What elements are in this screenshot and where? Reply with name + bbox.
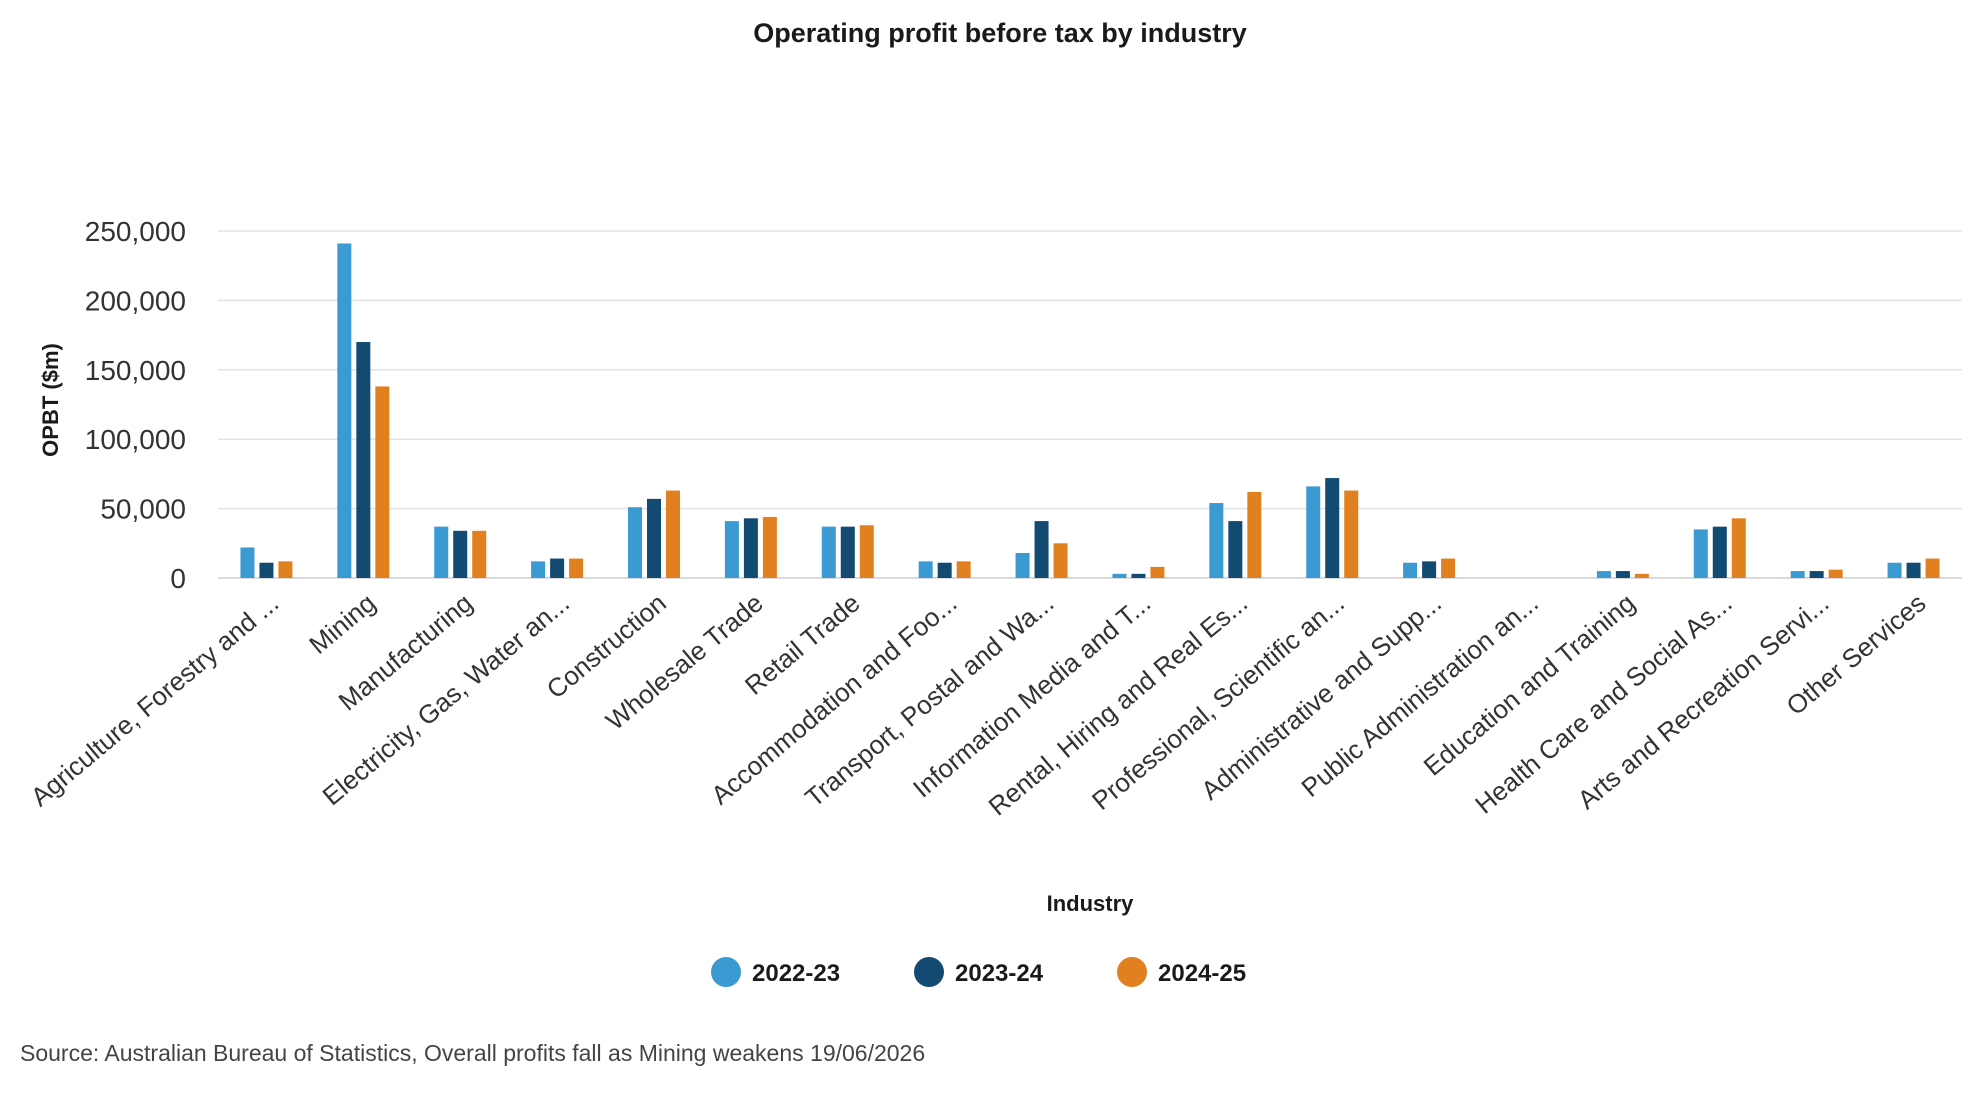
bar-2024-25-2[interactable] <box>472 530 487 578</box>
grid-layer <box>218 230 1962 579</box>
bar-2024-25-1[interactable] <box>375 386 390 578</box>
bar-2023-24-7[interactable] <box>937 562 952 578</box>
bar-2024-25-10[interactable] <box>1247 491 1262 578</box>
bar-2022-23-12[interactable] <box>1403 562 1418 578</box>
x-tick-label: Mining <box>303 588 381 660</box>
bar-2023-24-9[interactable] <box>1131 573 1146 578</box>
bar-2022-23-1[interactable] <box>337 243 352 578</box>
y-axis-ticks: 0 50,000 100,000 150,000 200,000 250,000 <box>85 216 186 594</box>
bar-2022-23-3[interactable] <box>531 561 546 578</box>
bar-2023-24-6[interactable] <box>840 526 855 578</box>
bar-2022-23-10[interactable] <box>1209 503 1224 578</box>
bar-2022-23-7[interactable] <box>918 561 933 578</box>
bar-2022-23-4[interactable] <box>628 507 642 578</box>
bar-2024-25-7[interactable] <box>956 561 971 578</box>
legend-item-2023-24[interactable]: 2023-24 <box>914 957 1044 987</box>
bar-2024-25-14[interactable] <box>1634 573 1649 578</box>
y-tick-label: 100,000 <box>85 424 186 455</box>
y-tick-label: 0 <box>170 563 186 594</box>
legend-swatch <box>711 957 741 987</box>
y-axis-title: OPBT ($m) <box>38 343 63 457</box>
x-tick-label: Agriculture, Forestry and ... <box>25 588 284 813</box>
bar-2024-25-12[interactable] <box>1441 558 1456 578</box>
y-tick-label: 200,000 <box>85 285 186 316</box>
bar-2023-24-0[interactable] <box>259 562 274 578</box>
legend-label: 2022-23 <box>752 960 840 987</box>
legend: 2022-23 2023-24 2024-25 <box>711 957 1246 987</box>
bar-2023-24-4[interactable] <box>647 498 661 578</box>
bar-2022-23-11[interactable] <box>1306 486 1321 578</box>
bar-2024-25-3[interactable] <box>569 558 584 578</box>
bar-2023-24-16[interactable] <box>1809 571 1824 578</box>
bar-2022-23-17[interactable] <box>1887 562 1902 578</box>
y-tick-label: 250,000 <box>85 216 186 247</box>
bar-2023-24-14[interactable] <box>1615 571 1630 578</box>
legend-label: 2023-24 <box>955 960 1044 987</box>
bar-2022-23-0[interactable] <box>240 547 255 578</box>
bar-2024-25-0[interactable] <box>278 561 293 578</box>
x-axis-title: Industry <box>1047 891 1135 916</box>
bar-2023-24-3[interactable] <box>550 558 565 578</box>
bar-2024-25-17[interactable] <box>1925 558 1940 578</box>
bar-2023-24-1[interactable] <box>356 342 371 578</box>
y-tick-label: 50,000 <box>100 494 186 525</box>
bar-2023-24-10[interactable] <box>1228 521 1243 578</box>
bar-2022-23-8[interactable] <box>1015 553 1030 578</box>
bar-2023-24-11[interactable] <box>1325 478 1340 578</box>
bar-2022-23-5[interactable] <box>724 521 739 578</box>
source-note: Source: Australian Bureau of Statistics,… <box>20 1040 925 1066</box>
legend-label: 2024-25 <box>1158 960 1246 987</box>
bar-2024-25-5[interactable] <box>762 516 777 578</box>
bar-2023-24-8[interactable] <box>1034 521 1049 578</box>
bar-2022-23-2[interactable] <box>434 526 449 578</box>
bar-2022-23-9[interactable] <box>1112 573 1127 578</box>
bar-2024-25-8[interactable] <box>1053 543 1068 578</box>
bar-2022-23-16[interactable] <box>1790 571 1805 578</box>
legend-item-2024-25[interactable]: 2024-25 <box>1117 957 1246 987</box>
chart-title: Operating profit before tax by industry <box>753 18 1247 48</box>
bar-2024-25-15[interactable] <box>1731 518 1746 578</box>
bar-2022-23-6[interactable] <box>821 526 836 578</box>
legend-swatch <box>914 957 944 987</box>
bar-2022-23-14[interactable] <box>1596 571 1611 578</box>
bar-2022-23-15[interactable] <box>1693 529 1708 578</box>
bar-2024-25-11[interactable] <box>1344 490 1359 578</box>
bar-2023-24-15[interactable] <box>1712 526 1727 578</box>
bars-layer <box>240 243 1940 578</box>
bar-2024-25-16[interactable] <box>1828 569 1843 578</box>
bar-2023-24-12[interactable] <box>1422 561 1437 578</box>
bar-2023-24-2[interactable] <box>453 530 468 578</box>
bar-2023-24-5[interactable] <box>743 518 758 578</box>
legend-item-2022-23[interactable]: 2022-23 <box>711 957 840 987</box>
x-axis-ticks: Agriculture, Forestry and ... MiningManuf… <box>25 588 1932 822</box>
legend-swatch <box>1117 957 1147 987</box>
bar-2024-25-6[interactable] <box>859 525 874 578</box>
y-tick-label: 150,000 <box>85 355 186 386</box>
bar-2024-25-9[interactable] <box>1150 566 1165 578</box>
bar-2024-25-4[interactable] <box>666 490 680 578</box>
bar-2023-24-17[interactable] <box>1906 562 1921 578</box>
